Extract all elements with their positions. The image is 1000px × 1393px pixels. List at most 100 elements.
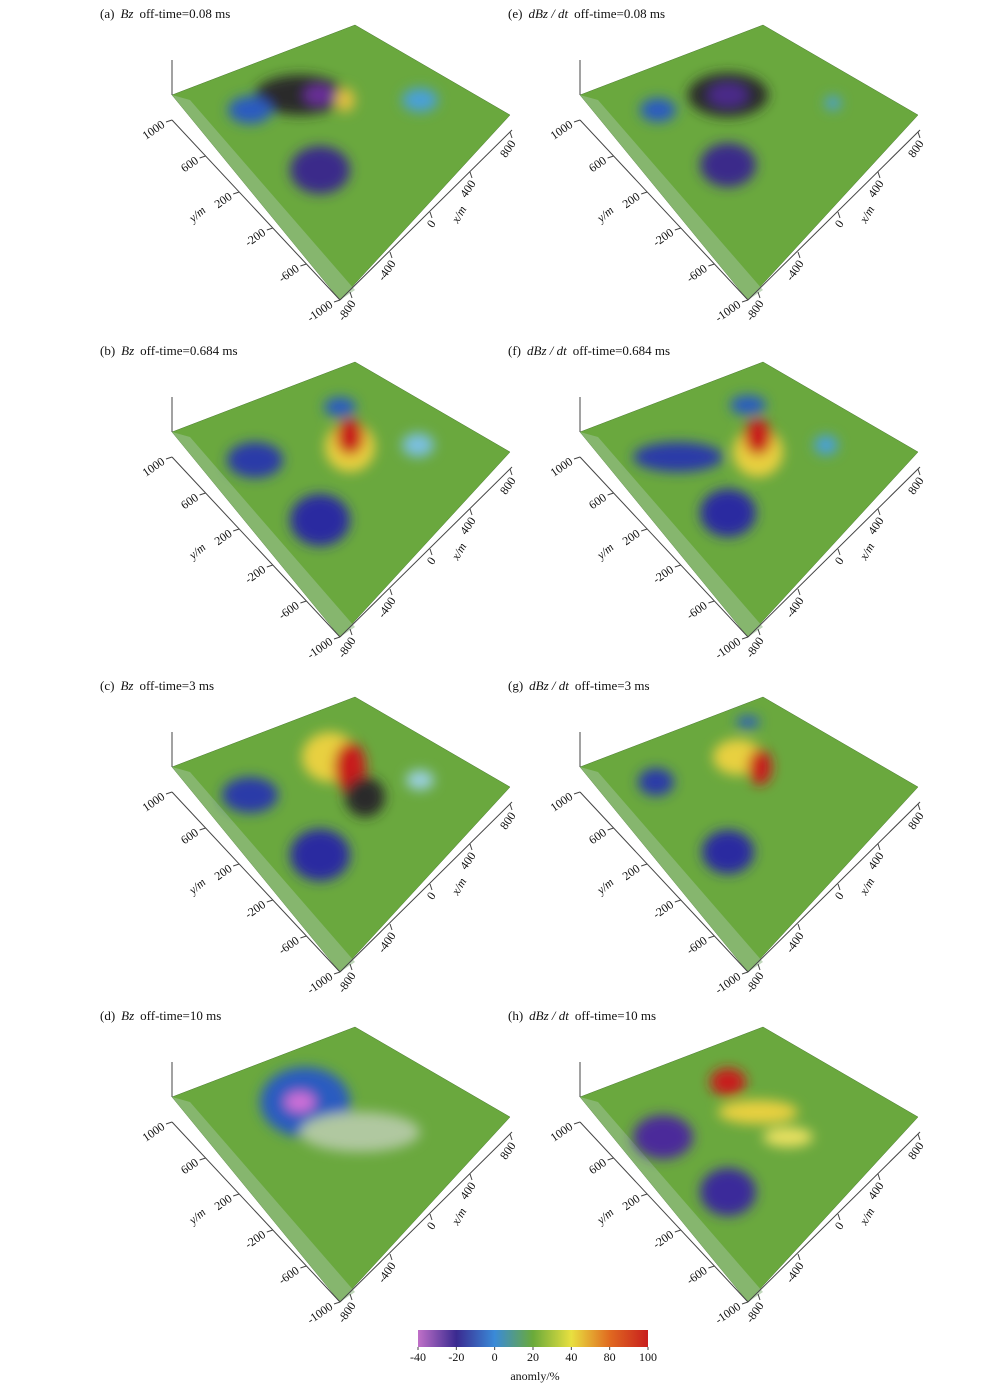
x-axis-label: x/m [856, 540, 877, 563]
y-tick-label: 200 [620, 1191, 643, 1213]
surface-shade [172, 1097, 355, 1302]
panel-label: (f) [508, 343, 521, 358]
y-tick [641, 528, 648, 532]
x-tick-label: -800 [743, 297, 767, 323]
colorbar-label: anomly/% [510, 1369, 559, 1383]
x-tick [469, 171, 473, 179]
x-tick [469, 1173, 473, 1181]
y-tick [573, 456, 581, 460]
y-tick [674, 564, 681, 568]
anomaly [708, 83, 748, 107]
y-axis-label: y/m [593, 540, 616, 563]
panel-label: (d) [100, 1008, 115, 1023]
y-tick [333, 971, 341, 975]
y-tick-label: 600 [586, 153, 609, 175]
y-tick-label: 200 [212, 189, 235, 211]
x-axis [339, 801, 513, 973]
surface-shade [580, 767, 763, 972]
y-tick-label: 1000 [140, 789, 168, 814]
y-axis-label: y/m [185, 875, 208, 898]
surface [579, 696, 919, 973]
y-tick [573, 1121, 581, 1125]
panel-time: off-time=0.08 ms [574, 6, 665, 21]
x-tick [389, 1253, 393, 1261]
y-tick-label: 200 [620, 189, 643, 211]
y-tick [607, 827, 614, 831]
x-tick [837, 1213, 841, 1221]
y-tick-label: 600 [586, 825, 609, 847]
y-tick [165, 791, 173, 795]
colorbar-tick-label: 0 [492, 1350, 498, 1364]
x-tick [877, 843, 881, 851]
y-tick-label: -600 [684, 261, 710, 285]
x-axis [339, 466, 513, 638]
x-tick-label: -800 [743, 634, 767, 660]
panel-title: (e) dBz / dt off-time=0.08 ms [508, 6, 665, 21]
panel-label: (a) [100, 6, 114, 21]
y-tick-label: -200 [650, 1227, 676, 1251]
y-axis-label: y/m [185, 540, 208, 563]
anomaly [402, 88, 438, 112]
y-tick-label: 1000 [140, 1119, 168, 1144]
y-tick-label: -200 [242, 1227, 268, 1251]
y-tick-label: -200 [650, 562, 676, 586]
y-tick [300, 600, 307, 604]
colorbar-tick-label: -20 [448, 1350, 464, 1364]
x-tick-label: -400 [375, 594, 399, 620]
panel: (e) dBz / dt off-time=0.08 ms 1000 600 200 -20… [508, 6, 927, 325]
anomalies [640, 73, 841, 187]
y-axis [171, 119, 341, 301]
x-tick-label: 800 [497, 137, 519, 160]
y-tick [674, 899, 681, 903]
y-tick-label: 1000 [548, 1119, 576, 1144]
y-tick [641, 863, 648, 867]
y-axis [579, 119, 749, 301]
x-axis-label: x/m [448, 1205, 469, 1228]
anomaly [702, 830, 754, 874]
y-tick [165, 119, 173, 123]
y-tick-label: -600 [684, 1263, 710, 1287]
anomaly [700, 1168, 756, 1216]
x-axis-label: x/m [856, 1205, 877, 1228]
x-tick [757, 1293, 761, 1301]
anomaly [638, 768, 674, 796]
x-axis-label: x/m [856, 203, 877, 226]
y-tick [266, 227, 273, 231]
surface [171, 696, 511, 973]
anomaly [335, 88, 355, 112]
y-tick-label: -600 [276, 1263, 302, 1287]
y-tick-label: -1000 [712, 297, 743, 325]
colorbar-tick-label: 100 [639, 1350, 657, 1364]
y-tick [333, 299, 341, 303]
surface [579, 1026, 919, 1303]
x-axis-label: x/m [856, 875, 877, 898]
anomaly [345, 777, 385, 817]
x-tick [837, 211, 841, 219]
y-tick [741, 636, 749, 640]
anomaly [336, 419, 364, 455]
x-axis [747, 801, 921, 973]
x-tick-label: -800 [335, 634, 359, 660]
x-tick [917, 803, 921, 811]
y-tick-label: -1000 [712, 969, 743, 997]
x-tick-label: -400 [783, 1259, 807, 1285]
y-axis-label: y/m [593, 203, 616, 226]
x-tick [797, 588, 801, 596]
x-axis [747, 129, 921, 301]
anomalies [633, 1068, 813, 1216]
x-tick-label: 0 [832, 554, 847, 567]
y-tick [266, 899, 273, 903]
y-tick-label: 1000 [548, 117, 576, 142]
y-tick [233, 528, 240, 532]
y-tick [266, 564, 273, 568]
x-tick [429, 1213, 433, 1221]
y-tick-label: 600 [178, 490, 201, 512]
y-tick [708, 935, 715, 939]
anomaly [730, 395, 766, 415]
colorbar-tick-label: 20 [527, 1350, 539, 1364]
panel-time: off-time=0.684 ms [573, 343, 670, 358]
anomaly [640, 98, 676, 122]
x-tick [877, 1173, 881, 1181]
y-axis [171, 456, 341, 638]
anomaly [406, 770, 434, 790]
